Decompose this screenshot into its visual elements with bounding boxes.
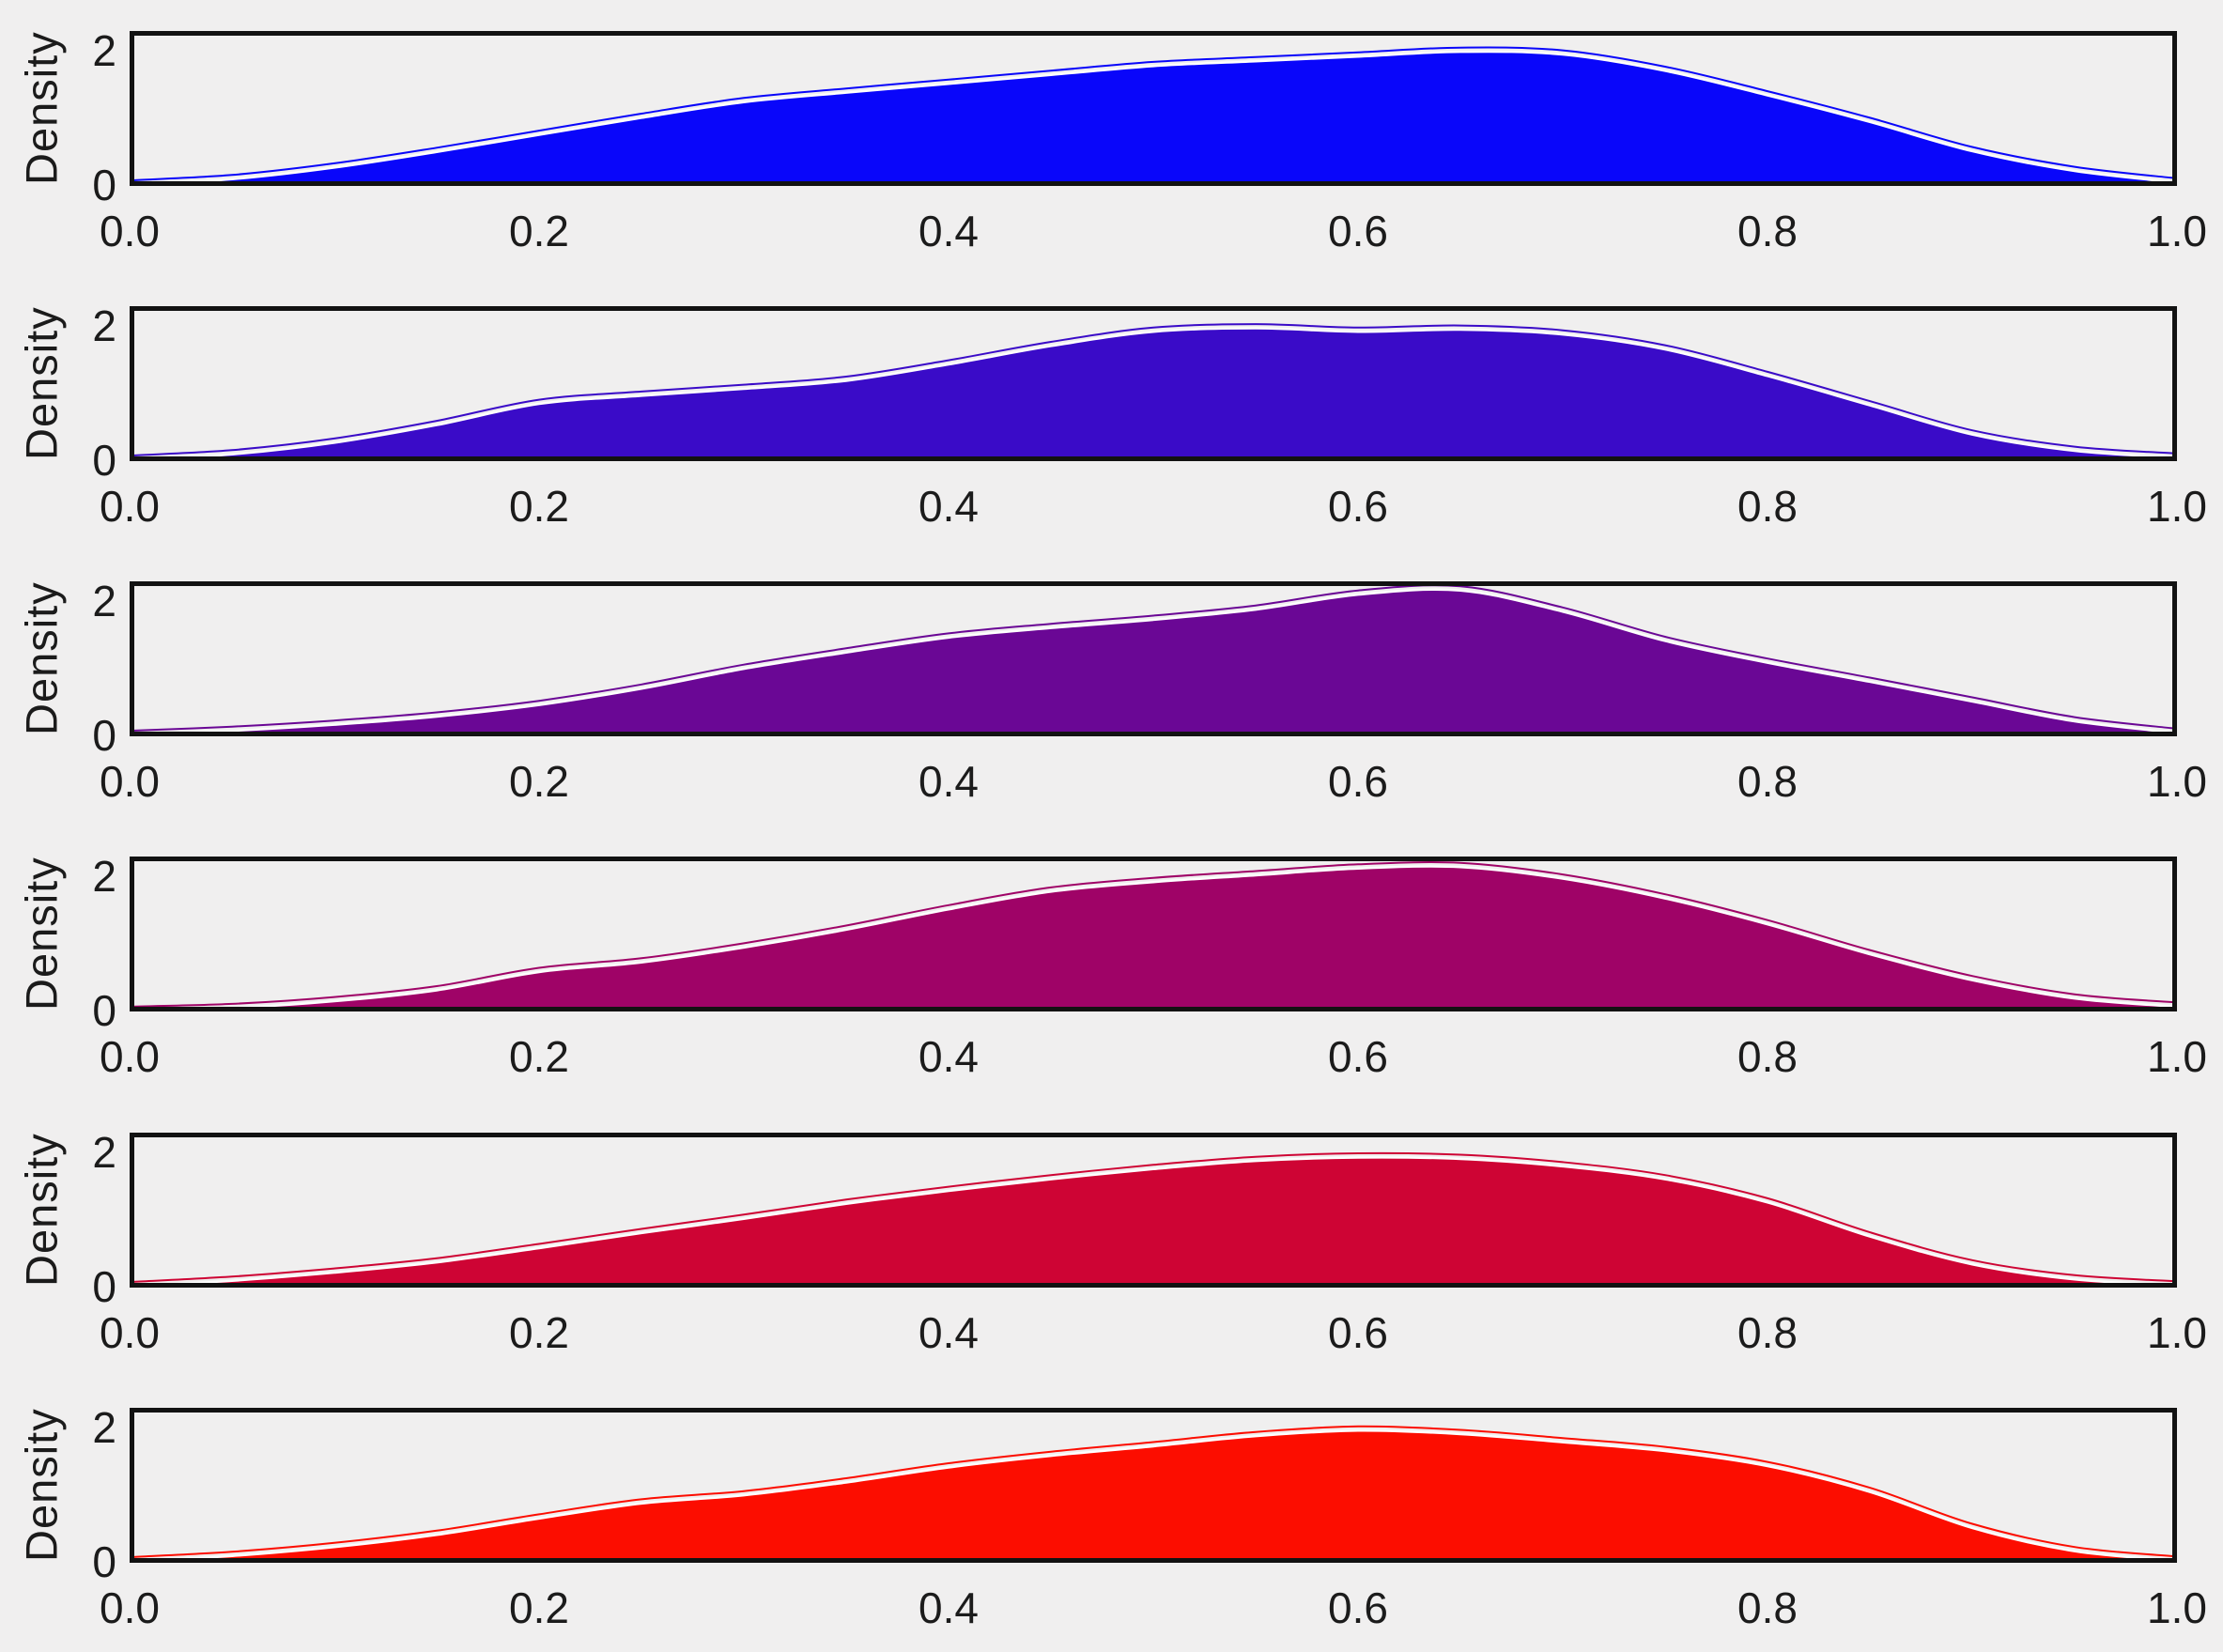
axes-spines <box>130 1132 2177 1288</box>
kde-plot-svg <box>130 31 2177 186</box>
plot-area <box>130 31 2177 186</box>
xtick-label: 0.8 <box>1737 757 1798 807</box>
kde-area <box>152 328 2175 459</box>
xtick-label: 0.4 <box>919 482 979 532</box>
kde-outline-ghost <box>131 323 2175 457</box>
subplot-1: Density 2 0 0.0 0.2 0.4 0.6 0.8 1.0 <box>0 0 2223 275</box>
subplot-2: Density 2 0 0.0 0.2 0.4 0.6 0.8 1.0 <box>0 275 2223 550</box>
axes-spines <box>130 1407 2177 1563</box>
xtick-label: 0.8 <box>1737 1307 1798 1357</box>
xtick-label: 1.0 <box>2147 1032 2207 1082</box>
xtick-label: 0.6 <box>1328 207 1388 255</box>
xtick-label: 0.4 <box>919 1583 979 1632</box>
xtick-label: 0.2 <box>509 1307 569 1357</box>
xtick-label: 0.8 <box>1737 207 1798 255</box>
xtick-label: 0.0 <box>100 1032 160 1082</box>
kde-line <box>131 1155 2175 1286</box>
xtick-label: 0.2 <box>509 1032 569 1082</box>
xtick-label: 0.0 <box>100 207 160 255</box>
axes-spines <box>130 581 2177 737</box>
xtick-label: 1.0 <box>2147 207 2207 255</box>
kde-line <box>156 865 2175 1010</box>
ytick-2: 2 <box>92 1402 116 1452</box>
xtick-label: 1.0 <box>2147 1583 2207 1632</box>
xtick-label: 0.4 <box>919 1307 979 1357</box>
xtick-label: 0.6 <box>1328 482 1388 532</box>
axes-spines <box>130 31 2177 186</box>
xtick-label: 0.2 <box>509 482 569 532</box>
ytick-0: 0 <box>92 711 116 761</box>
ytick-2: 2 <box>92 577 116 626</box>
ytick-0: 0 <box>92 436 116 486</box>
plot-area <box>130 1132 2177 1288</box>
xtick-label: 0.2 <box>509 757 569 807</box>
ytick-0: 0 <box>92 1261 116 1311</box>
kde-plot-svg <box>130 857 2177 1012</box>
kde-outline-ghost <box>131 1425 2175 1558</box>
kde-plot-svg <box>130 1407 2177 1563</box>
plot-area <box>130 1407 2177 1563</box>
plot-area <box>130 581 2177 737</box>
kde-line <box>131 50 2175 184</box>
kde-plot-svg <box>130 1132 2177 1288</box>
xtick-label: 0.0 <box>100 1307 160 1357</box>
xtick-label: 0.8 <box>1737 1032 1798 1082</box>
kde-area <box>150 1430 2174 1561</box>
subplot-6: Density 2 0 0.0 0.2 0.4 0.6 0.8 1.0 <box>0 1377 2223 1652</box>
kde-area <box>152 52 2175 184</box>
xtick-label: 0.4 <box>919 1032 979 1082</box>
ytick-2: 2 <box>92 26 116 75</box>
xtick-label: 1.0 <box>2147 1307 2207 1357</box>
ytick-0: 0 <box>92 1536 116 1586</box>
ytick-0: 0 <box>92 986 116 1036</box>
kde-area <box>156 590 2175 734</box>
xtick-label: 1.0 <box>2147 757 2207 807</box>
xtick-label: 0.0 <box>100 757 160 807</box>
xtick-label: 0.8 <box>1737 1583 1798 1632</box>
xtick-label: 0.8 <box>1737 482 1798 532</box>
xtick-label: 0.2 <box>509 207 569 255</box>
kde-line <box>131 1428 2175 1561</box>
plot-area <box>130 306 2177 462</box>
xtick-label: 0.0 <box>100 1583 160 1632</box>
xtick-label: 0.4 <box>919 757 979 807</box>
xtick-label: 0.4 <box>919 207 979 255</box>
xtick-label: 1.0 <box>2147 482 2207 532</box>
axes-spines <box>130 857 2177 1012</box>
xtick-label: 0.2 <box>509 1583 569 1632</box>
xtick-label: 0.6 <box>1328 757 1388 807</box>
kde-area <box>204 867 2175 1010</box>
ytick-0: 0 <box>92 161 116 209</box>
xtick-label: 0.6 <box>1328 1307 1388 1357</box>
kde-outline-ghost <box>131 861 2175 1009</box>
kde-line <box>131 588 2175 734</box>
kde-outline-ghost <box>131 46 2175 181</box>
subplot-4: Density 2 0 0.0 0.2 0.4 0.6 0.8 1.0 <box>0 826 2223 1101</box>
xtick-label: 0.6 <box>1328 1583 1388 1632</box>
xtick-label: 0.6 <box>1328 1032 1388 1082</box>
kde-area <box>149 1157 2172 1286</box>
kde-line <box>131 327 2175 459</box>
plot-area <box>130 857 2177 1012</box>
kde-outline-ghost <box>131 584 2175 733</box>
ytick-2: 2 <box>92 1127 116 1177</box>
kde-plot-svg <box>130 306 2177 462</box>
subplot-5: Density 2 0 0.0 0.2 0.4 0.6 0.8 1.0 <box>0 1102 2223 1377</box>
kde-plot-svg <box>130 581 2177 737</box>
ytick-2: 2 <box>92 852 116 902</box>
ytick-2: 2 <box>92 301 116 351</box>
xtick-label: 0.0 <box>100 482 160 532</box>
subplot-3: Density 2 0 0.0 0.2 0.4 0.6 0.8 1.0 <box>0 550 2223 826</box>
kde-outline-ghost <box>131 1151 2175 1283</box>
axes-spines <box>130 306 2177 462</box>
